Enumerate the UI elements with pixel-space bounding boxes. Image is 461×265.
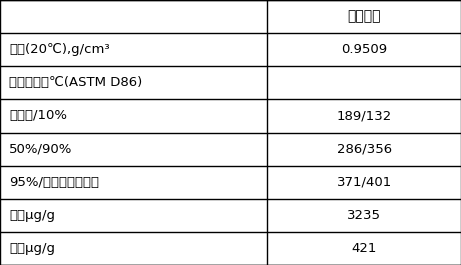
- Text: 密度(20℃),g/cm³: 密度(20℃),g/cm³: [9, 43, 110, 56]
- Text: 95%/干点（终馏点）: 95%/干点（终馏点）: [9, 176, 99, 189]
- Text: 硫，μg/g: 硫，μg/g: [9, 209, 55, 222]
- Text: 0.9509: 0.9509: [341, 43, 387, 56]
- Text: 初馏点/10%: 初馏点/10%: [9, 109, 67, 122]
- Text: 氮，μg/g: 氮，μg/g: [9, 242, 55, 255]
- Text: 421: 421: [351, 242, 377, 255]
- Text: 286/356: 286/356: [337, 143, 392, 156]
- Text: 3235: 3235: [347, 209, 381, 222]
- Text: 189/132: 189/132: [337, 109, 392, 122]
- Text: 371/401: 371/401: [337, 176, 392, 189]
- Text: 50%/90%: 50%/90%: [9, 143, 72, 156]
- Text: 馏程范围，℃(ASTM D86): 馏程范围，℃(ASTM D86): [9, 76, 142, 89]
- Text: 催化柴油: 催化柴油: [348, 10, 381, 24]
